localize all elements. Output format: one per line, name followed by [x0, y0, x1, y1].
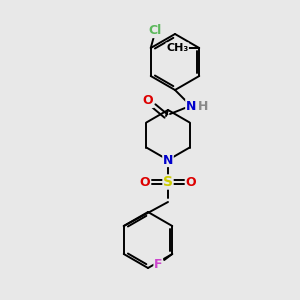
Text: O: O — [140, 176, 150, 188]
Text: N: N — [163, 154, 173, 166]
Text: O: O — [186, 176, 196, 188]
Text: Cl: Cl — [148, 25, 161, 38]
Text: O: O — [143, 94, 153, 107]
Text: S: S — [163, 175, 173, 189]
Text: H: H — [198, 100, 208, 112]
Text: CH₃: CH₃ — [166, 43, 188, 53]
Text: F: F — [154, 257, 163, 271]
Text: N: N — [186, 100, 196, 112]
